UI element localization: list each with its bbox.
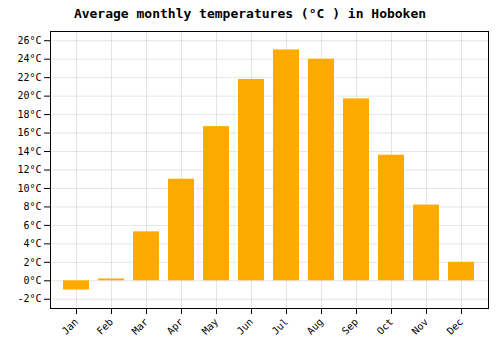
svg-text:16°C: 16°C (17, 127, 41, 138)
svg-text:Feb: Feb (95, 316, 116, 337)
svg-text:Sep: Sep (340, 316, 361, 337)
svg-text:Jul: Jul (270, 316, 291, 337)
svg-text:2°C: 2°C (23, 257, 41, 268)
html-text:Average monthly temperatures (: Average monthly temperatures (°C ) in Ho… (73, 6, 427, 21)
svg-text:8°C: 8°C (23, 201, 41, 212)
svg-text:Mar: Mar (130, 316, 151, 337)
svg-text:22°C: 22°C (17, 72, 41, 83)
svg-text:4°C: 4°C (23, 238, 41, 249)
svg-text:Aug: Aug (305, 316, 326, 337)
svg-text:14°C: 14°C (17, 146, 41, 157)
svg-text:24°C: 24°C (17, 53, 41, 64)
svg-text:-2°C: -2°C (17, 293, 41, 304)
svg-text:Nov: Nov (410, 316, 431, 337)
svg-text:12°C: 12°C (17, 164, 41, 175)
svg-text:Apr: Apr (165, 316, 186, 337)
svg-text:Jun: Jun (235, 316, 256, 337)
svg-text:10°C: 10°C (17, 183, 41, 194)
svg-text:18°C: 18°C (17, 109, 41, 120)
svg-text:May: May (200, 316, 221, 337)
svg-text:26°C: 26°C (17, 35, 41, 46)
svg-text:0°C: 0°C (23, 275, 41, 286)
svg-text:20°C: 20°C (17, 90, 41, 101)
svg-text:Oct: Oct (375, 316, 396, 337)
svg-text:6°C: 6°C (23, 220, 41, 231)
svg-text:Jan: Jan (60, 316, 81, 337)
svg-text:Dec: Dec (445, 316, 466, 337)
